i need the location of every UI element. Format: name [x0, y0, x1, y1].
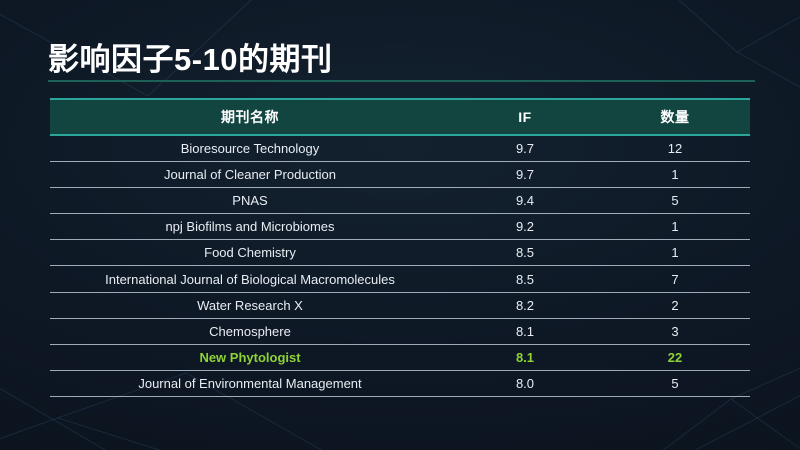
table-body: Bioresource Technology 9.7 12 Journal of…: [50, 135, 750, 398]
if-value-cell: 8.2: [450, 292, 600, 319]
table-row: Food Chemistry 8.5 1: [50, 239, 750, 267]
count-cell: 12: [600, 135, 750, 162]
table-header: 期刊名称 IF 数量: [50, 98, 750, 136]
title-divider-line: [48, 80, 755, 82]
table-row: Water Research X 8.2 2: [50, 292, 750, 319]
if-value-cell: 8.5: [450, 265, 600, 293]
if-value-cell: 8.1: [450, 344, 600, 372]
journal-table: 期刊名称 IF 数量 Bioresource Technology 9.7 12…: [50, 98, 750, 398]
journal-name-cell: Journal of Cleaner Production: [50, 161, 450, 188]
count-cell: 2: [600, 292, 750, 319]
table-header-row: 期刊名称 IF 数量: [50, 98, 750, 136]
if-value-cell: 8.5: [450, 239, 600, 267]
journal-name-cell: New Phytologist: [50, 344, 450, 372]
journal-name-cell: PNAS: [50, 187, 450, 215]
count-cell: 5: [600, 187, 750, 215]
journal-name-cell: Bioresource Technology: [50, 135, 450, 162]
journal-name-cell: Journal of Environmental Management: [50, 370, 450, 398]
count-cell: 3: [600, 318, 750, 346]
col-header-journal-name: 期刊名称: [50, 98, 450, 136]
if-value-cell: 9.7: [450, 135, 600, 162]
journal-name-cell: Chemosphere: [50, 318, 450, 346]
table-row: Bioresource Technology 9.7 12: [50, 135, 750, 162]
count-cell: 22: [600, 344, 750, 372]
if-value-cell: 9.2: [450, 213, 600, 241]
count-cell: 1: [600, 239, 750, 267]
journal-name-cell: Water Research X: [50, 292, 450, 319]
col-header-count: 数量: [600, 98, 750, 136]
if-value-cell: 8.1: [450, 318, 600, 346]
page-title: 影响因子5-10的期刊: [48, 42, 333, 77]
table-row: PNAS 9.4 5: [50, 187, 750, 215]
count-cell: 1: [600, 213, 750, 241]
if-value-cell: 8.0: [450, 370, 600, 398]
if-value-cell: 9.4: [450, 187, 600, 215]
journal-name-cell: International Journal of Biological Macr…: [50, 265, 450, 293]
journal-name-cell: Food Chemistry: [50, 239, 450, 267]
table-row: Journal of Environmental Management 8.0 …: [50, 370, 750, 398]
col-header-if: IF: [450, 98, 600, 136]
if-value-cell: 9.7: [450, 161, 600, 188]
journal-name-cell: npj Biofilms and Microbiomes: [50, 213, 450, 241]
count-cell: 1: [600, 161, 750, 188]
table-row: Journal of Cleaner Production 9.7 1: [50, 161, 750, 188]
table-row: Chemosphere 8.1 3: [50, 318, 750, 346]
count-cell: 7: [600, 265, 750, 293]
table-row: npj Biofilms and Microbiomes 9.2 1: [50, 213, 750, 241]
count-cell: 5: [600, 370, 750, 398]
table-row: International Journal of Biological Macr…: [50, 265, 750, 293]
table-row: New Phytologist 8.1 22: [50, 344, 750, 372]
